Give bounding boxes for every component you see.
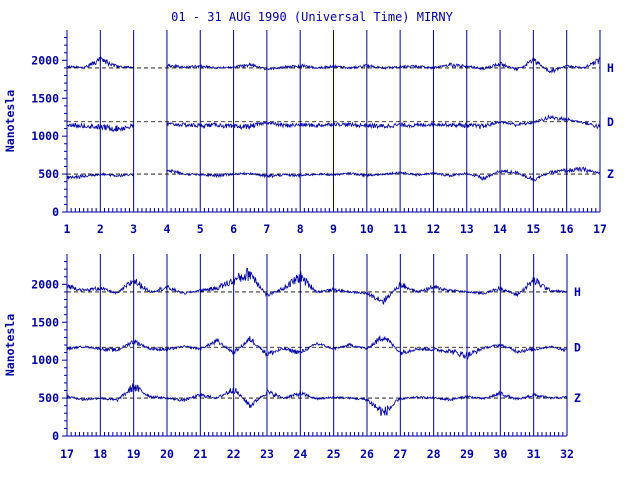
series-line-z: [66, 383, 568, 417]
series-label-z: Z: [607, 167, 614, 181]
x-tick-label: 17: [60, 447, 74, 461]
series-label-h: H: [574, 285, 581, 299]
x-tick-label: 6: [230, 222, 237, 236]
x-tick-label: 26: [360, 447, 374, 461]
x-tick-label: 9: [330, 222, 337, 236]
x-tick-label: 19: [127, 447, 141, 461]
x-tick-label: 30: [493, 447, 507, 461]
y-tick-label: 1000: [31, 353, 59, 367]
y-axis-label: Nanotesla: [3, 314, 17, 376]
series-line-h: [67, 55, 601, 74]
x-tick-label: 4: [163, 222, 170, 236]
x-tick-label: 27: [393, 447, 407, 461]
y-tick-label: 0: [52, 429, 59, 443]
x-tick-label: 5: [197, 222, 204, 236]
x-tick-label: 18: [93, 447, 107, 461]
series-label-z: Z: [574, 391, 581, 405]
x-tick-label: 10: [360, 222, 374, 236]
y-tick-label: 1500: [31, 315, 59, 329]
y-tick-label: 500: [38, 391, 59, 405]
y-tick-label: 0: [52, 205, 59, 219]
x-tick-label: 11: [393, 222, 407, 236]
series-line-d: [66, 113, 601, 133]
x-tick-label: 29: [460, 447, 474, 461]
y-tick-label: 2000: [31, 277, 59, 291]
y-axis-label: Nanotesla: [3, 90, 17, 152]
series-label-h: H: [607, 61, 614, 75]
y-tick-label: 2000: [31, 53, 59, 67]
x-tick-label: 32: [560, 447, 574, 461]
x-tick-label: 13: [460, 222, 474, 236]
x-tick-label: 12: [427, 222, 441, 236]
y-tick-label: 500: [38, 167, 59, 181]
series-line-h: [66, 267, 568, 305]
panel-aug-1-17: 1 2 3 4 5 6 7 8 9 10 11 12 13 14 15 16 17050010001500200…: [3, 30, 614, 236]
x-tick-label: 23: [260, 447, 274, 461]
x-tick-label: 14: [493, 222, 507, 236]
series-label-d: D: [574, 340, 581, 354]
x-tick-label: 15: [526, 222, 540, 236]
x-tick-label: 3: [130, 222, 137, 236]
x-tick-label: 8: [297, 222, 304, 236]
y-tick-label: 1500: [31, 91, 59, 105]
series-line-z: [66, 166, 601, 182]
series-label-d: D: [607, 115, 614, 129]
x-tick-label: 1: [64, 222, 71, 236]
x-tick-label: 7: [263, 222, 270, 236]
x-tick-label: 21: [193, 447, 207, 461]
panel-aug-17-32: 17 18 19 20 21 22 23 24 25 26 27 28 29 30 31 32 0 500 1000…: [3, 254, 581, 461]
x-tick-label: 22: [227, 447, 241, 461]
x-tick-label: 17: [593, 222, 607, 236]
x-tick-label: 24: [293, 447, 307, 461]
chart-title: 01 - 31 AUG 1990 (Universal Time) MIRNY: [171, 10, 454, 24]
x-tick-label: 31: [527, 447, 541, 461]
x-tick-label: 16: [560, 222, 574, 236]
y-tick-label: 1000: [31, 129, 59, 143]
x-tick-label: 2: [97, 222, 104, 236]
x-tick-label: 28: [427, 447, 441, 461]
x-tick-label: 25: [327, 447, 341, 461]
x-tick-label: 20: [160, 447, 174, 461]
series-line-d: [66, 335, 568, 361]
